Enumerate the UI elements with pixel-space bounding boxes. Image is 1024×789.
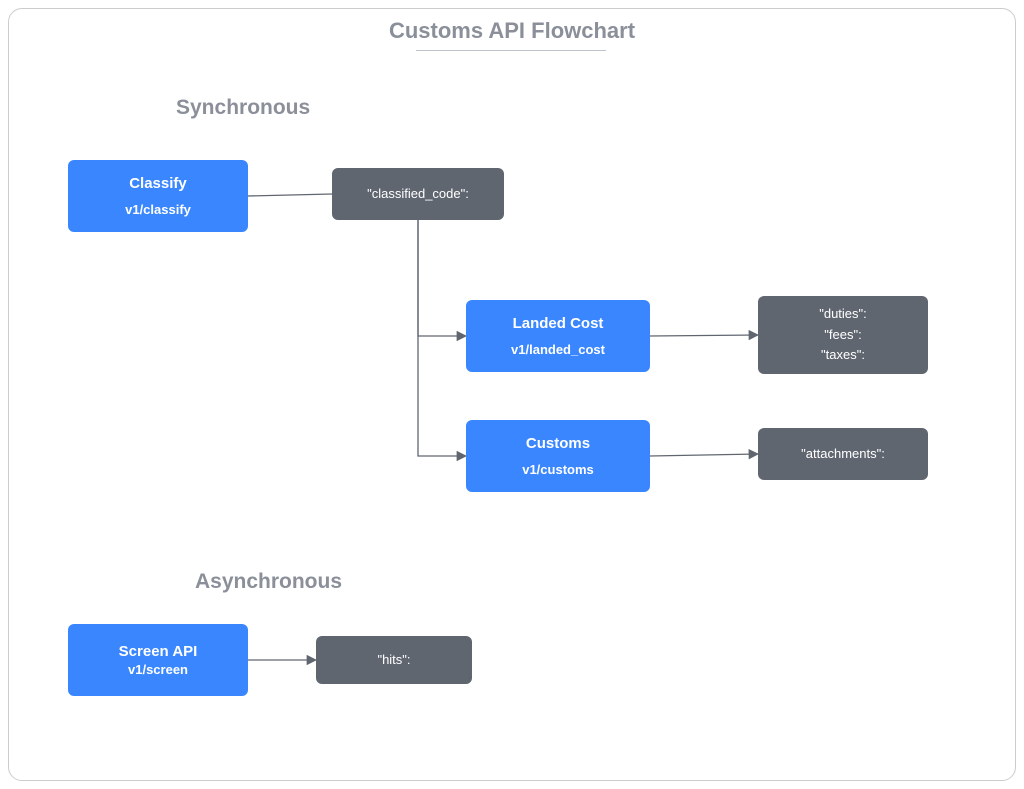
section-label-asynchronous: Asynchronous xyxy=(195,570,342,594)
node-customs: Customs v1/customs xyxy=(466,420,650,492)
node-screen-api: Screen API v1/screen xyxy=(68,624,248,696)
node-customs-output: "attachments": xyxy=(758,428,928,480)
diagram-title: Customs API Flowchart xyxy=(0,18,1024,44)
node-landed-output: "duties": "fees": "taxes": xyxy=(758,296,928,374)
node-landed-output-l3: "taxes": xyxy=(821,345,865,366)
node-landed-output-l2: "fees": xyxy=(824,325,861,346)
node-landed-output-l1: "duties": xyxy=(819,304,867,325)
node-landed-cost-sub: v1/landed_cost xyxy=(511,342,605,357)
node-customs-output-l1: "attachments": xyxy=(801,444,885,465)
node-screen-api-title: Screen API xyxy=(119,643,198,660)
node-landed-cost-title: Landed Cost xyxy=(513,315,604,332)
node-classified-code-text: "classified_code": xyxy=(367,184,469,205)
node-screen-output: "hits": xyxy=(316,636,472,684)
node-customs-title: Customs xyxy=(526,435,590,452)
title-underline xyxy=(416,50,606,51)
section-label-synchronous: Synchronous xyxy=(176,96,310,120)
node-landed-cost: Landed Cost v1/landed_cost xyxy=(466,300,650,372)
node-classify-sub: v1/classify xyxy=(125,202,191,217)
node-classified-code: "classified_code": xyxy=(332,168,504,220)
node-customs-sub: v1/customs xyxy=(522,462,594,477)
node-classify: Classify v1/classify xyxy=(68,160,248,232)
node-screen-output-l1: "hits": xyxy=(377,650,410,671)
node-classify-title: Classify xyxy=(129,175,187,192)
node-screen-api-sub: v1/screen xyxy=(128,662,188,677)
